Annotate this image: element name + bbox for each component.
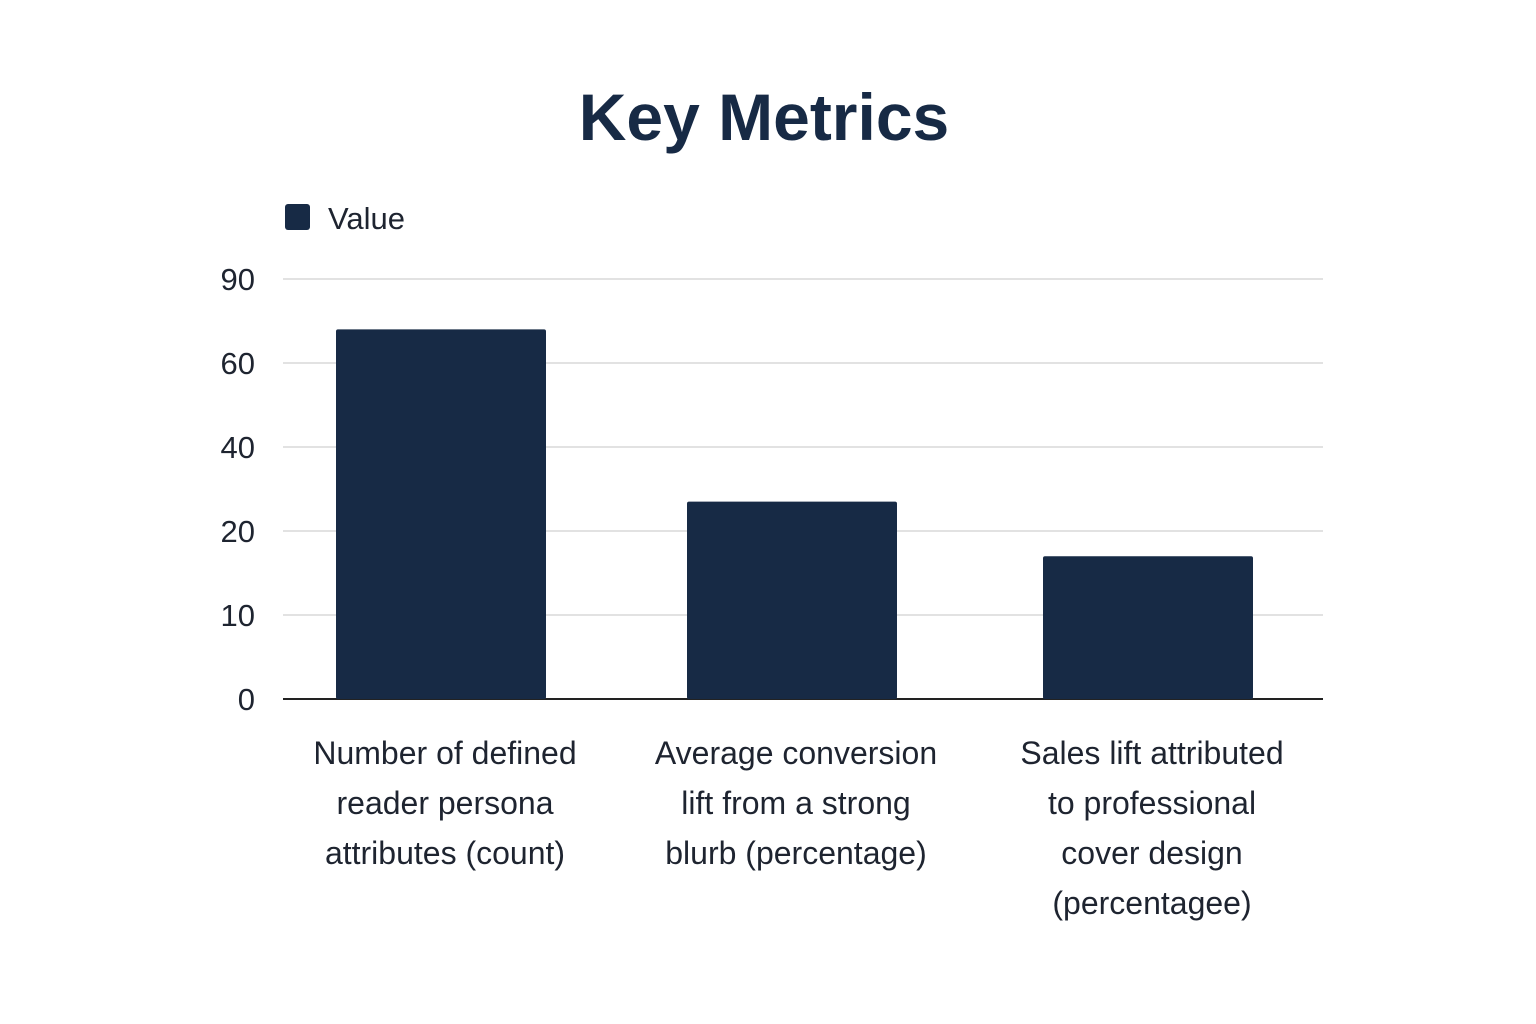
x-category-label: reader persona	[336, 785, 553, 821]
chart-title: Key Metrics	[579, 80, 950, 154]
x-category-label: Sales lift attributed	[1020, 735, 1283, 771]
x-category-label: lift from a strong	[681, 785, 910, 821]
x-category-label: Number of defined	[313, 735, 576, 771]
legend-swatch	[285, 204, 310, 230]
bar	[336, 329, 546, 699]
y-tick-label: 60	[221, 346, 255, 381]
y-tick-label: 90	[221, 262, 255, 297]
x-category-label: to professional	[1048, 785, 1256, 821]
x-category-label: attributes (count)	[325, 835, 565, 871]
x-category-label: Average conversion	[655, 735, 937, 771]
x-category-label: cover design	[1061, 835, 1242, 871]
legend-label: Value	[328, 201, 405, 236]
bar	[1043, 556, 1253, 699]
bar	[687, 501, 897, 699]
y-tick-label: 20	[221, 514, 255, 549]
y-tick-label: 40	[221, 430, 255, 465]
y-tick-label: 0	[238, 682, 255, 717]
y-tick-label: 10	[221, 598, 255, 633]
x-category-label: (percentagee)	[1052, 885, 1251, 921]
legend: Value	[285, 201, 405, 236]
x-category-label: blurb (percentage)	[665, 835, 926, 871]
